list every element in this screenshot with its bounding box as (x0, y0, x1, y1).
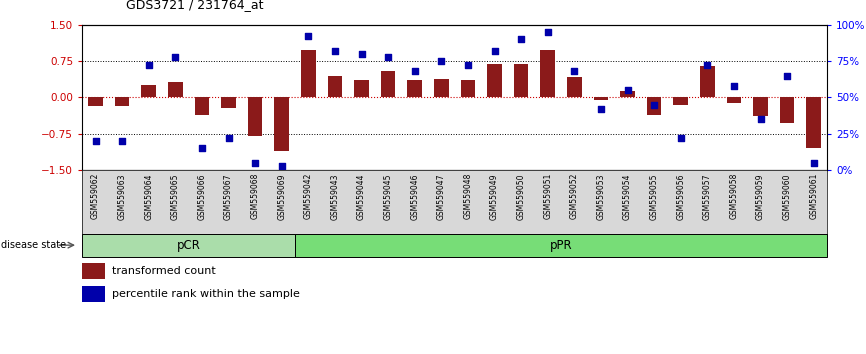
Bar (514, 64, 528, 97)
Text: pCR: pCR (177, 239, 201, 252)
Bar (354, 80, 369, 97)
Bar (567, 77, 582, 97)
Point (540, 29, 554, 35)
Bar (115, 97, 130, 105)
Text: GSM559067: GSM559067 (224, 173, 233, 219)
Text: GSM559045: GSM559045 (384, 173, 392, 219)
Bar (82, 234, 295, 257)
Point (142, 63, 156, 68)
Bar (327, 75, 342, 97)
Bar (407, 80, 422, 97)
Point (647, 102, 661, 107)
Point (328, 48, 342, 54)
Text: GSM559061: GSM559061 (809, 173, 818, 219)
Bar (195, 97, 210, 115)
Bar (461, 80, 475, 97)
Bar (381, 71, 396, 97)
Point (621, 87, 635, 93)
Text: GSM559058: GSM559058 (729, 173, 739, 219)
Text: GSM559047: GSM559047 (436, 173, 446, 219)
Bar (488, 64, 502, 97)
Point (567, 68, 581, 74)
Bar (248, 97, 262, 136)
Text: GSM559053: GSM559053 (597, 173, 605, 219)
Bar (779, 97, 794, 122)
Point (461, 63, 475, 68)
Bar (88, 97, 103, 106)
Bar (806, 97, 821, 148)
Text: GSM559066: GSM559066 (197, 173, 206, 219)
Point (701, 63, 714, 68)
Text: GSM559048: GSM559048 (463, 173, 473, 219)
Text: GSM559054: GSM559054 (623, 173, 632, 219)
Point (115, 138, 129, 144)
Text: GSM559050: GSM559050 (517, 173, 526, 219)
Point (435, 58, 449, 64)
Text: GDS3721 / 231764_at: GDS3721 / 231764_at (126, 0, 263, 11)
Text: GSM559043: GSM559043 (331, 173, 339, 219)
Text: GSM559059: GSM559059 (756, 173, 765, 219)
Bar (434, 79, 449, 97)
Point (275, 163, 288, 169)
Point (594, 106, 608, 112)
Bar (141, 85, 156, 97)
Bar (275, 97, 289, 150)
Text: GSM559062: GSM559062 (91, 173, 100, 219)
Text: GSM559068: GSM559068 (250, 173, 260, 219)
Bar (753, 97, 768, 116)
Text: GSM559056: GSM559056 (676, 173, 685, 219)
Point (381, 54, 395, 59)
Text: GSM559052: GSM559052 (570, 173, 578, 219)
Bar (700, 66, 714, 97)
Point (514, 36, 528, 42)
Text: percentile rank within the sample: percentile rank within the sample (112, 289, 300, 299)
Point (727, 83, 740, 88)
Bar (620, 91, 635, 97)
Bar (82, 286, 105, 302)
Bar (301, 50, 316, 97)
Text: GSM559063: GSM559063 (118, 173, 126, 219)
Point (408, 68, 422, 74)
Point (249, 160, 262, 165)
Text: GSM559065: GSM559065 (171, 173, 180, 219)
Bar (82, 263, 105, 279)
Bar (168, 82, 183, 97)
Text: GSM559046: GSM559046 (410, 173, 419, 219)
Bar (295, 234, 827, 257)
Bar (727, 97, 741, 103)
Point (674, 135, 688, 141)
Text: GSM559049: GSM559049 (490, 173, 499, 219)
Text: GSM559060: GSM559060 (783, 173, 792, 219)
Point (168, 54, 182, 59)
Bar (647, 97, 662, 115)
Point (488, 48, 501, 54)
Point (807, 160, 821, 165)
Text: GSM559064: GSM559064 (145, 173, 153, 219)
Bar (674, 97, 688, 104)
Text: GSM559057: GSM559057 (703, 173, 712, 219)
Point (753, 116, 767, 122)
Point (301, 34, 315, 39)
Point (195, 145, 209, 151)
Text: GSM559044: GSM559044 (357, 173, 366, 219)
Text: pPR: pPR (550, 239, 572, 252)
Point (222, 135, 236, 141)
Text: disease state: disease state (1, 240, 66, 250)
Bar (540, 50, 555, 97)
Point (780, 73, 794, 78)
Bar (221, 97, 236, 108)
Text: GSM559051: GSM559051 (543, 173, 553, 219)
Text: GSM559042: GSM559042 (304, 173, 313, 219)
Text: transformed count: transformed count (112, 266, 216, 276)
Bar (593, 97, 608, 100)
Text: GSM559055: GSM559055 (650, 173, 659, 219)
Point (88, 138, 102, 144)
Point (354, 51, 368, 57)
Text: GSM559069: GSM559069 (277, 173, 287, 219)
